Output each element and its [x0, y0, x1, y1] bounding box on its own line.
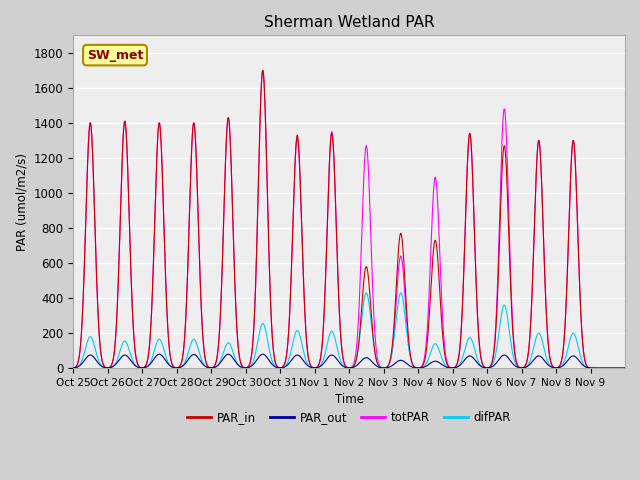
- difPAR: [468, 339, 476, 345]
- difPAR: [621, 365, 629, 371]
- Y-axis label: PAR (umol/m2/s): PAR (umol/m2/s): [15, 153, 28, 251]
- PAR_out: [69, 365, 77, 371]
- totPAR: [468, 170, 476, 176]
- difPAR: [69, 365, 77, 371]
- Legend: PAR_in, PAR_out, totPAR, difPAR: PAR_in, PAR_out, totPAR, difPAR: [182, 407, 516, 429]
- PAR_in: [259, 68, 267, 73]
- totPAR: [621, 365, 629, 371]
- difPAR: [615, 365, 623, 371]
- Line: PAR_in: PAR_in: [73, 71, 625, 368]
- PAR_in: [468, 170, 476, 176]
- PAR_out: [615, 365, 623, 371]
- totPAR: [259, 68, 267, 73]
- difPAR: [420, 364, 428, 370]
- Line: PAR_out: PAR_out: [73, 354, 625, 368]
- totPAR: [182, 310, 190, 315]
- totPAR: [615, 365, 623, 371]
- totPAR: [537, 160, 545, 166]
- PAR_out: [156, 351, 163, 357]
- totPAR: [504, 171, 511, 177]
- PAR_out: [504, 354, 511, 360]
- PAR_in: [537, 160, 545, 166]
- difPAR: [504, 316, 511, 322]
- X-axis label: Time: Time: [335, 394, 364, 407]
- PAR_out: [537, 354, 545, 360]
- Title: Sherman Wetland PAR: Sherman Wetland PAR: [264, 15, 435, 30]
- PAR_in: [69, 365, 77, 371]
- totPAR: [420, 358, 428, 364]
- totPAR: [69, 365, 77, 371]
- Line: totPAR: totPAR: [73, 71, 625, 368]
- PAR_out: [468, 354, 476, 360]
- difPAR: [397, 290, 404, 296]
- PAR_in: [621, 365, 629, 371]
- PAR_in: [504, 199, 511, 204]
- Line: difPAR: difPAR: [73, 293, 625, 368]
- difPAR: [537, 333, 545, 339]
- PAR_out: [621, 365, 629, 371]
- PAR_in: [420, 360, 428, 366]
- PAR_in: [615, 365, 623, 371]
- PAR_out: [182, 360, 190, 365]
- difPAR: [182, 357, 190, 362]
- PAR_out: [420, 364, 428, 370]
- PAR_in: [182, 310, 190, 315]
- Text: SW_met: SW_met: [87, 48, 143, 61]
